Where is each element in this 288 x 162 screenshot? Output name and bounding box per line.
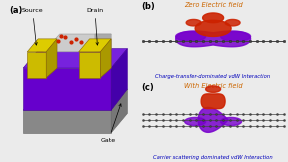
Polygon shape	[206, 86, 221, 92]
Polygon shape	[95, 34, 111, 52]
Polygon shape	[195, 20, 231, 36]
Polygon shape	[23, 110, 111, 133]
Polygon shape	[79, 39, 111, 52]
Polygon shape	[79, 52, 100, 78]
Polygon shape	[23, 68, 111, 110]
Polygon shape	[201, 94, 225, 109]
Polygon shape	[176, 31, 251, 47]
Text: Gate: Gate	[101, 104, 121, 143]
Text: Source: Source	[22, 8, 43, 45]
Text: (b): (b)	[141, 2, 155, 11]
Polygon shape	[46, 39, 57, 78]
Text: Drain: Drain	[86, 8, 103, 45]
Text: Zero Electric field: Zero Electric field	[184, 2, 242, 8]
Polygon shape	[43, 34, 111, 52]
Polygon shape	[23, 89, 127, 110]
Text: (a): (a)	[10, 6, 23, 16]
Polygon shape	[111, 89, 127, 133]
Polygon shape	[185, 117, 206, 126]
Polygon shape	[27, 39, 57, 52]
Polygon shape	[198, 107, 228, 132]
Text: With Electric field: With Electric field	[184, 83, 242, 89]
Polygon shape	[176, 32, 206, 41]
Text: Carrier scattering dominated vdW Interaction: Carrier scattering dominated vdW Interac…	[153, 155, 273, 160]
Polygon shape	[221, 117, 242, 126]
Polygon shape	[221, 32, 251, 41]
Text: Charge-transfer-dominated vdW Interaction: Charge-transfer-dominated vdW Interactio…	[156, 74, 271, 79]
Polygon shape	[111, 49, 127, 110]
Polygon shape	[225, 19, 240, 26]
Polygon shape	[203, 13, 223, 23]
Polygon shape	[27, 52, 46, 78]
Text: (c): (c)	[141, 83, 154, 92]
Polygon shape	[100, 39, 111, 78]
Polygon shape	[186, 19, 201, 26]
Polygon shape	[23, 49, 127, 68]
